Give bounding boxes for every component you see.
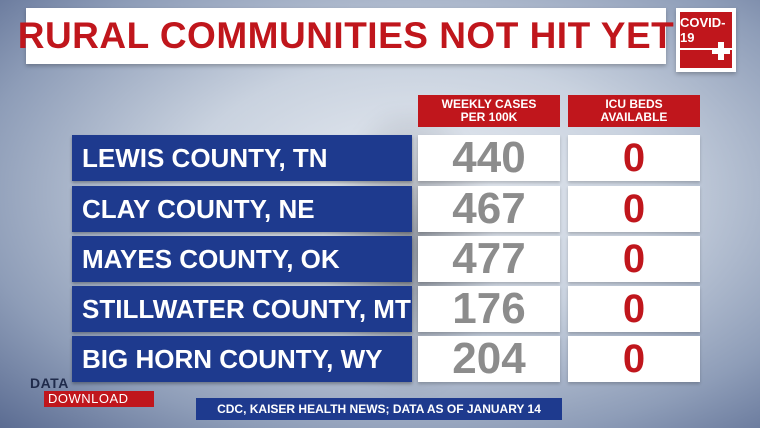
title-banner: RURAL COMMUNITIES NOT HIT YET [18, 8, 674, 64]
county-name: CLAY COUNTY, NE [72, 186, 412, 232]
page-title: RURAL COMMUNITIES NOT HIT YET [17, 15, 675, 56]
icu-beds-value: 0 [568, 236, 700, 282]
column-header-icu-beds: ICU BEDS AVAILABLE [568, 95, 700, 127]
icu-beds-value: 0 [568, 286, 700, 332]
table-row: STILLWATER COUNTY, MT 176 0 [0, 284, 760, 333]
covid-badge: COVID-19 [676, 8, 736, 72]
source-caption: CDC, KAISER HEALTH NEWS; DATA AS OF JANU… [196, 398, 562, 420]
weekly-cases-value: 477 [418, 234, 560, 283]
table-row: LEWIS COUNTY, TN 440 0 [0, 133, 760, 182]
column-header-icu-beds-line1: ICU BEDS [605, 97, 663, 111]
column-header-icu-beds-line2: AVAILABLE [600, 110, 668, 124]
plus-icon [712, 42, 730, 60]
county-name: MAYES COUNTY, OK [72, 236, 412, 282]
column-header-weekly-cases-line2: PER 100K [460, 110, 518, 124]
county-name: LEWIS COUNTY, TN [72, 135, 412, 181]
weekly-cases-value: 440 [418, 133, 560, 182]
column-header-weekly-cases: WEEKLY CASES PER 100K [418, 95, 560, 127]
icu-beds-value: 0 [568, 336, 700, 382]
weekly-cases-value: 176 [418, 284, 560, 333]
table-row: BIG HORN COUNTY, WY 204 0 [0, 334, 760, 383]
brand-logo-download: DOWNLOAD [44, 391, 154, 407]
county-name: STILLWATER COUNTY, MT [72, 286, 412, 332]
icu-beds-value: 0 [568, 135, 700, 181]
column-header-weekly-cases-line1: WEEKLY CASES [441, 97, 537, 111]
weekly-cases-value: 204 [418, 334, 560, 383]
weekly-cases-value: 467 [418, 184, 560, 233]
table-row: CLAY COUNTY, NE 467 0 [0, 184, 760, 233]
brand-logo-data: DATA [30, 375, 69, 391]
icu-beds-value: 0 [568, 186, 700, 232]
table-row: MAYES COUNTY, OK 477 0 [0, 234, 760, 283]
county-name: BIG HORN COUNTY, WY [72, 336, 412, 382]
